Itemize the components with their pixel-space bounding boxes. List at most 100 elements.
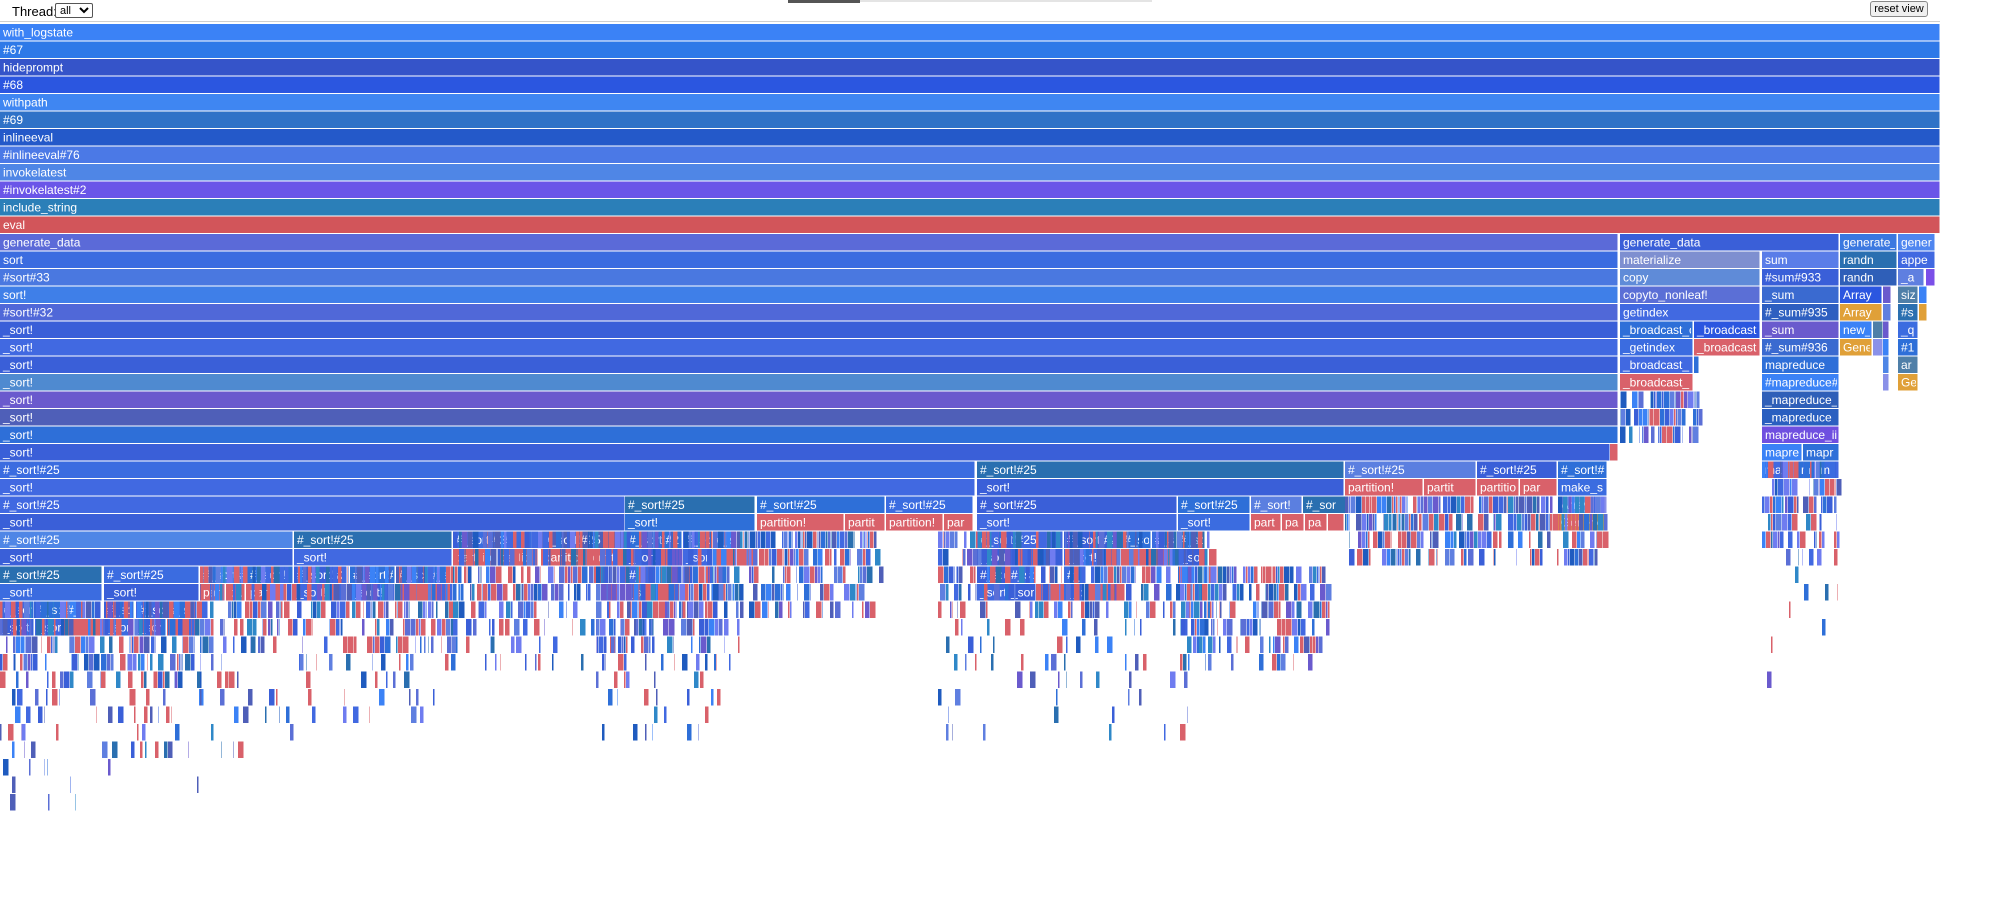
flame-sliver[interactable] (1454, 531, 1457, 549)
flame-sliver[interactable] (1292, 619, 1298, 636)
flame-frame[interactable]: #_sort!# (1558, 461, 1607, 479)
flame-sliver[interactable] (330, 584, 332, 601)
flame-frame-box[interactable] (0, 496, 625, 514)
flame-sliver[interactable] (608, 689, 613, 706)
flame-sliver[interactable] (1099, 531, 1105, 549)
flame-sliver[interactable] (234, 619, 238, 636)
flame-sliver[interactable] (1417, 531, 1421, 549)
flame-sliver[interactable] (1188, 654, 1190, 671)
flame-sliver[interactable] (266, 566, 271, 584)
flame-sliver[interactable] (1432, 531, 1433, 549)
flame-frame-box[interactable] (1926, 269, 1935, 286)
flame-sliver[interactable] (1391, 531, 1392, 549)
flame-sliver[interactable] (759, 549, 765, 566)
flame-sliver[interactable] (938, 566, 944, 584)
flame-sliver[interactable] (163, 689, 166, 706)
flame-sliver[interactable] (22, 724, 26, 741)
flame-sliver[interactable] (403, 636, 409, 654)
flame-sliver[interactable] (356, 601, 361, 619)
flame-sliver[interactable] (114, 619, 116, 636)
flame-sliver[interactable] (955, 531, 958, 549)
flame-frame-box[interactable] (1840, 321, 1872, 339)
flame-sliver[interactable] (1810, 461, 1812, 479)
flame-sliver[interactable] (107, 654, 111, 671)
flame-sliver[interactable] (160, 601, 163, 619)
flame-sliver[interactable] (975, 654, 977, 671)
flame-sliver[interactable] (1068, 531, 1070, 549)
flame-sliver[interactable] (308, 566, 312, 584)
flame-sliver[interactable] (1070, 566, 1074, 584)
flame-sliver[interactable] (134, 706, 136, 724)
flame-sliver[interactable] (1482, 531, 1487, 549)
flame-sliver[interactable] (1695, 391, 1696, 409)
flame-sliver[interactable] (140, 636, 144, 654)
flame-sliver[interactable] (426, 601, 427, 619)
flame-sliver[interactable] (688, 549, 694, 566)
flame-sliver[interactable] (163, 671, 165, 689)
flame-sliver[interactable] (794, 549, 796, 566)
flame-sliver[interactable] (69, 636, 70, 654)
flame-sliver[interactable] (1198, 531, 1203, 549)
flame-sliver[interactable] (411, 619, 416, 636)
flame-frame[interactable]: gener (1898, 234, 1935, 251)
flame-frame-box[interactable] (0, 584, 102, 601)
flame-sliver[interactable] (1232, 566, 1234, 584)
flame-sliver[interactable] (1401, 514, 1402, 531)
flame-sliver[interactable] (200, 654, 201, 671)
flame-frame[interactable]: partitio (1477, 479, 1519, 496)
flame-sliver[interactable] (602, 724, 605, 741)
flame-sliver[interactable] (938, 549, 943, 566)
flame-sliver[interactable] (100, 671, 101, 689)
flame-sliver[interactable] (1411, 514, 1414, 531)
flame-sliver[interactable] (1525, 514, 1528, 531)
flame-sliver[interactable] (45, 619, 46, 636)
flame-sliver[interactable] (17, 619, 20, 636)
flame-sliver[interactable] (401, 566, 402, 584)
flame-sliver[interactable] (1313, 601, 1314, 619)
flame-sliver[interactable] (455, 566, 458, 584)
flame-frame-box[interactable] (1883, 356, 1889, 374)
flame-sliver[interactable] (1436, 549, 1437, 566)
flame-sliver[interactable] (243, 706, 249, 724)
flame-sliver[interactable] (714, 566, 715, 584)
flame-sliver[interactable] (1326, 619, 1330, 636)
flame-frame-box[interactable] (1282, 514, 1304, 531)
flame-sliver[interactable] (651, 584, 656, 601)
flame-sliver[interactable] (632, 601, 638, 619)
flame-sliver[interactable] (470, 584, 472, 601)
flame-sliver[interactable] (170, 654, 176, 671)
flame-sliver[interactable] (1285, 636, 1289, 654)
flame-sliver[interactable] (409, 601, 410, 619)
flame-sliver[interactable] (501, 531, 504, 549)
flame-sliver[interactable] (698, 549, 702, 566)
flame-sliver[interactable] (1656, 391, 1657, 409)
flame-sliver[interactable] (1429, 549, 1435, 566)
flame-sliver[interactable] (687, 724, 692, 741)
flame-sliver[interactable] (163, 601, 169, 619)
flame-sliver[interactable] (1290, 566, 1294, 584)
flame-frame[interactable]: eval (0, 216, 1940, 234)
flame-sliver[interactable] (1786, 549, 1791, 566)
flame-sliver[interactable] (1493, 496, 1499, 514)
flame-sliver[interactable] (641, 566, 646, 584)
flame-sliver[interactable] (691, 584, 694, 601)
flame-sliver[interactable] (194, 601, 195, 619)
flame-sliver[interactable] (416, 619, 419, 636)
flame-frame[interactable]: withpath (0, 94, 1940, 111)
flame-sliver[interactable] (1114, 566, 1117, 584)
flame-sliver[interactable] (680, 584, 686, 601)
flame-sliver[interactable] (522, 584, 524, 601)
flame-frame[interactable]: _sort! (0, 339, 1618, 356)
flame-sliver[interactable] (1154, 584, 1160, 601)
flame-sliver[interactable] (141, 671, 144, 689)
flame-frame[interactable]: mapreduce_ii (1762, 426, 1839, 444)
flame-sliver[interactable] (499, 619, 504, 636)
flame-sliver[interactable] (1349, 514, 1350, 531)
flame-sliver[interactable] (1499, 496, 1504, 514)
flame-sliver[interactable] (534, 601, 537, 619)
flame-sliver[interactable] (197, 671, 202, 689)
flame-sliver[interactable] (1320, 601, 1322, 619)
flame-sliver[interactable] (647, 601, 653, 619)
flame-sliver[interactable] (371, 584, 373, 601)
flame-sliver[interactable] (395, 584, 401, 601)
